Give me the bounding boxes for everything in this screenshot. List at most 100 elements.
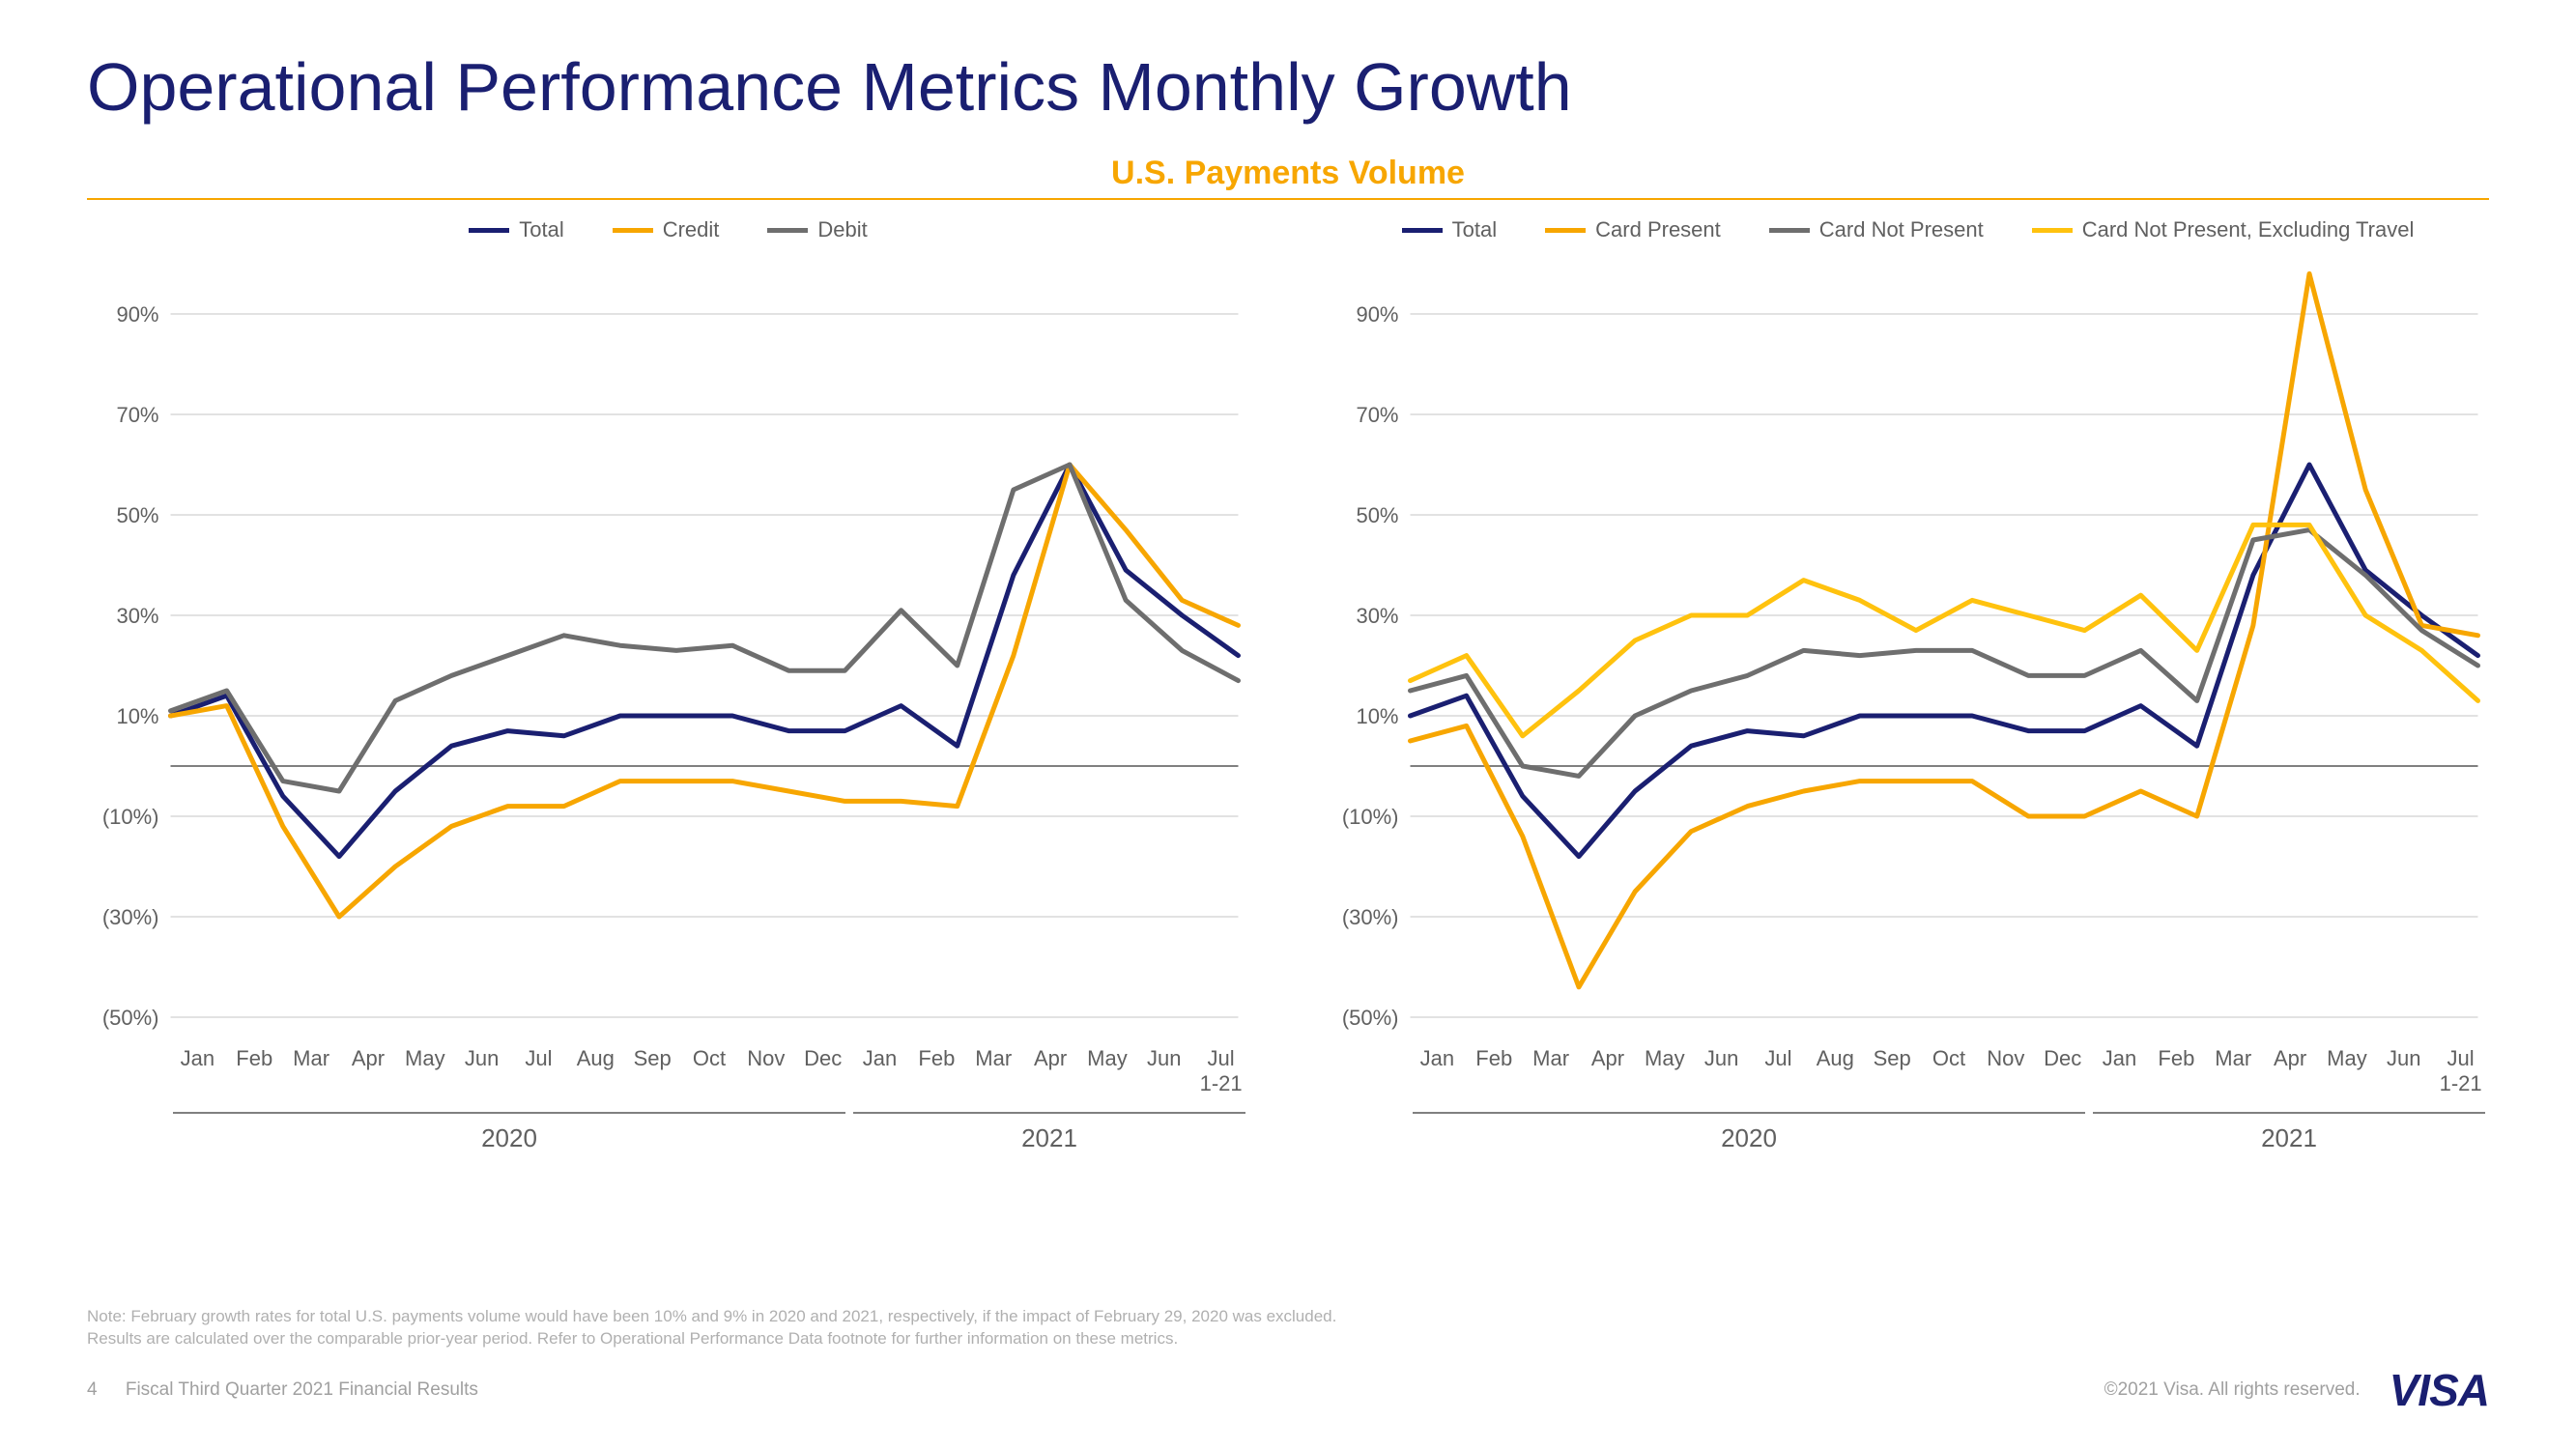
legend-item: Total bbox=[469, 217, 563, 242]
svg-text:(50%): (50%) bbox=[1342, 1006, 1399, 1030]
copyright: ©2021 Visa. All rights reserved. bbox=[2104, 1379, 2361, 1401]
x-tick-label: Jun bbox=[453, 1046, 510, 1096]
x-tick-label: Nov bbox=[737, 1046, 794, 1096]
legend-swatch bbox=[613, 228, 653, 233]
svg-text:50%: 50% bbox=[116, 503, 158, 527]
svg-text:10%: 10% bbox=[1356, 704, 1398, 728]
chart-right: Total Card Present Card Not Present Card No… bbox=[1327, 217, 2489, 1153]
legend-label: Total bbox=[1452, 217, 1497, 242]
page-number: 4 bbox=[87, 1379, 98, 1400]
chart-left-years: 20202021 bbox=[87, 1112, 1249, 1153]
year-label-2020: 2020 bbox=[1413, 1112, 2085, 1153]
x-tick-label: Mar bbox=[2205, 1046, 2262, 1096]
x-tick-label: Jul bbox=[510, 1046, 567, 1096]
chart-right-svg: (50%) (30%) (10%) 10% 30% 50% 70% 90% bbox=[1327, 254, 2489, 1046]
svg-text:70%: 70% bbox=[116, 403, 158, 427]
bottom-left: 4 Fiscal Third Quarter 2021 Financial Re… bbox=[87, 1379, 478, 1401]
legend-label: Card Not Present, Excluding Travel bbox=[2082, 217, 2415, 242]
legend-item: Card Present bbox=[1545, 217, 1721, 242]
chart-left-xlabels: JanFebMarAprMayJunJulAugSepOctNovDecJanF… bbox=[87, 1046, 1249, 1096]
year-label-2021: 2021 bbox=[853, 1112, 1245, 1153]
chart-left-legend: Total Credit Debit bbox=[87, 217, 1249, 242]
x-tick-label: May bbox=[2319, 1046, 2376, 1096]
svg-text:90%: 90% bbox=[1356, 302, 1398, 327]
x-tick-label: Mar bbox=[1523, 1046, 1580, 1096]
legend-swatch bbox=[469, 228, 509, 233]
x-tick-label: Sep bbox=[1864, 1046, 1921, 1096]
footnote-line1: Note: February growth rates for total U.… bbox=[87, 1306, 2489, 1328]
legend-item: Total bbox=[1402, 217, 1497, 242]
x-tick-label: Jan bbox=[2091, 1046, 2148, 1096]
svg-text:(30%): (30%) bbox=[1342, 905, 1399, 929]
x-tick-label: Apr bbox=[340, 1046, 397, 1096]
x-tick-label: Dec bbox=[794, 1046, 851, 1096]
svg-text:(10%): (10%) bbox=[102, 805, 159, 829]
bottom-right: ©2021 Visa. All rights reserved. VISA bbox=[2104, 1364, 2489, 1416]
chart-right-years: 20202021 bbox=[1327, 1112, 2489, 1153]
x-tick-label: Jan bbox=[169, 1046, 226, 1096]
svg-text:10%: 10% bbox=[116, 704, 158, 728]
chart-left-svg: (50%) (30%) (10%) 10% 30% 50% 70% 90% bbox=[87, 254, 1249, 1046]
visa-logo: VISA bbox=[2390, 1364, 2489, 1416]
x-tick-label: Feb bbox=[1466, 1046, 1523, 1096]
svg-text:30%: 30% bbox=[116, 604, 158, 628]
footer: Note: February growth rates for total U.… bbox=[87, 1306, 2489, 1416]
chart-right-legend: Total Card Present Card Not Present Card No… bbox=[1327, 217, 2489, 242]
charts-row: Total Credit Debit (50%) (30%) (10%) 10% 30% 50… bbox=[87, 217, 2489, 1153]
legend-item: Debit bbox=[767, 217, 867, 242]
svg-text:90%: 90% bbox=[116, 302, 158, 327]
legend-swatch bbox=[1545, 228, 1586, 233]
x-tick-label: May bbox=[396, 1046, 453, 1096]
x-tick-label: Jul 1-21 bbox=[1192, 1046, 1249, 1096]
year-label-2021: 2021 bbox=[2093, 1112, 2485, 1153]
legend-item: Card Not Present bbox=[1769, 217, 1984, 242]
bottom-row: 4 Fiscal Third Quarter 2021 Financial Re… bbox=[87, 1364, 2489, 1416]
x-tick-label: May bbox=[1636, 1046, 1693, 1096]
legend-label: Debit bbox=[817, 217, 867, 242]
x-tick-label: Mar bbox=[965, 1046, 1022, 1096]
svg-text:(50%): (50%) bbox=[102, 1006, 159, 1030]
legend-label: Total bbox=[519, 217, 563, 242]
x-tick-label: Jan bbox=[1409, 1046, 1466, 1096]
legend-swatch bbox=[1769, 228, 1810, 233]
x-tick-label: Jun bbox=[1693, 1046, 1750, 1096]
x-tick-label: Jun bbox=[2375, 1046, 2432, 1096]
legend-label: Credit bbox=[663, 217, 720, 242]
page-title: Operational Performance Metrics Monthly … bbox=[87, 48, 2489, 126]
x-tick-label: Dec bbox=[2034, 1046, 2091, 1096]
x-tick-label: Feb bbox=[226, 1046, 283, 1096]
legend-label: Card Present bbox=[1595, 217, 1721, 242]
year-label-2020: 2020 bbox=[173, 1112, 845, 1153]
section-title: U.S. Payments Volume bbox=[87, 155, 2489, 192]
x-tick-label: Mar bbox=[283, 1046, 340, 1096]
x-tick-label: Apr bbox=[1022, 1046, 1079, 1096]
x-tick-label: Jun bbox=[1135, 1046, 1192, 1096]
accent-rule bbox=[87, 198, 2489, 200]
legend-label: Card Not Present bbox=[1819, 217, 1984, 242]
doc-title: Fiscal Third Quarter 2021 Financial Resu… bbox=[126, 1379, 478, 1400]
chart-right-xlabels: JanFebMarAprMayJunJulAugSepOctNovDecJanF… bbox=[1327, 1046, 2489, 1096]
x-tick-label: Jan bbox=[851, 1046, 908, 1096]
x-tick-label: Feb bbox=[908, 1046, 965, 1096]
x-tick-label: Nov bbox=[1977, 1046, 2034, 1096]
x-tick-label: Feb bbox=[2148, 1046, 2205, 1096]
x-tick-label: Aug bbox=[567, 1046, 624, 1096]
svg-text:(30%): (30%) bbox=[102, 905, 159, 929]
svg-text:70%: 70% bbox=[1356, 403, 1398, 427]
x-tick-label: Sep bbox=[624, 1046, 681, 1096]
svg-text:(10%): (10%) bbox=[1342, 805, 1399, 829]
svg-text:30%: 30% bbox=[1356, 604, 1398, 628]
legend-item: Credit bbox=[613, 217, 720, 242]
x-tick-label: Oct bbox=[681, 1046, 738, 1096]
x-tick-label: May bbox=[1079, 1046, 1136, 1096]
chart-left: Total Credit Debit (50%) (30%) (10%) 10% 30% 50… bbox=[87, 217, 1249, 1153]
x-tick-label: Aug bbox=[1807, 1046, 1864, 1096]
legend-swatch bbox=[767, 228, 808, 233]
svg-text:50%: 50% bbox=[1356, 503, 1398, 527]
legend-swatch bbox=[2032, 228, 2073, 233]
x-tick-label: Apr bbox=[2262, 1046, 2319, 1096]
x-tick-label: Jul bbox=[1750, 1046, 1807, 1096]
x-tick-label: Apr bbox=[1580, 1046, 1637, 1096]
x-tick-label: Oct bbox=[1921, 1046, 1978, 1096]
x-tick-label: Jul 1-21 bbox=[2432, 1046, 2489, 1096]
